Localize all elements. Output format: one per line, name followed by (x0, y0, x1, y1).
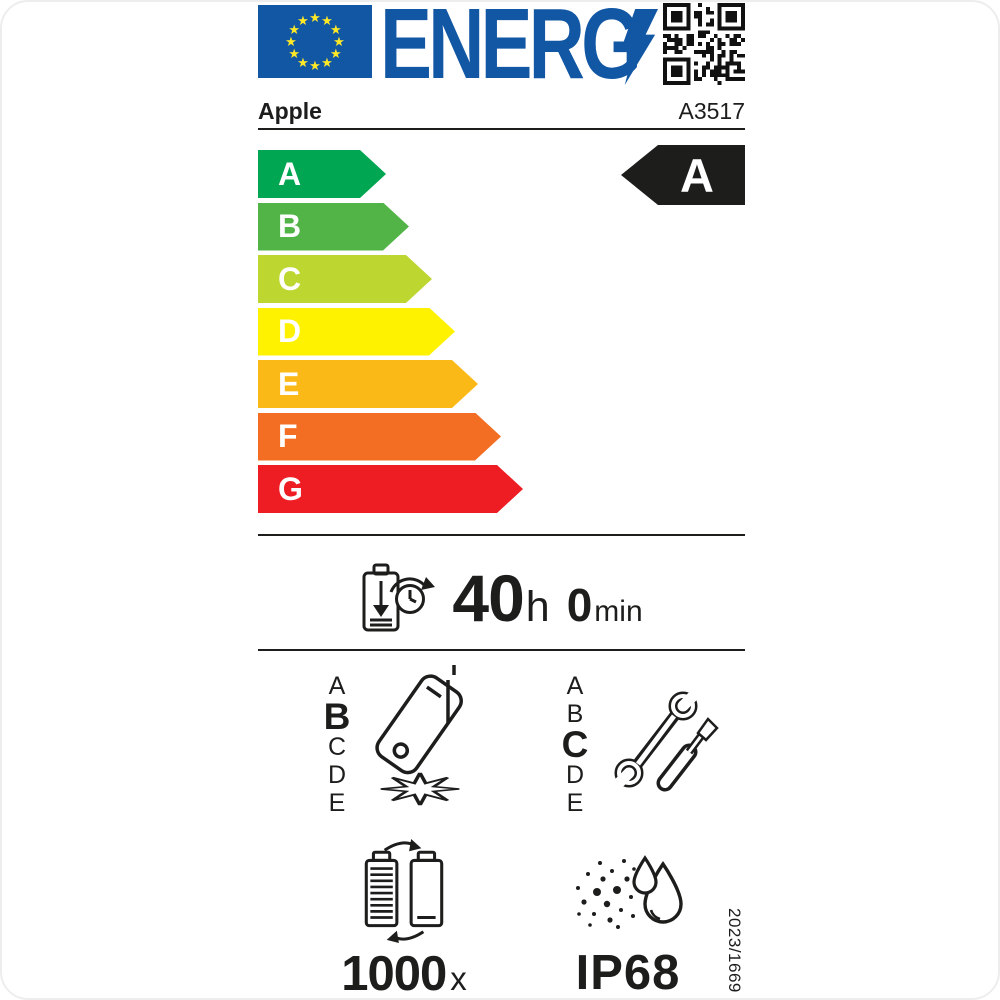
class-letter-e: E (328, 789, 346, 817)
battery-minutes-unit: min (594, 595, 643, 628)
battery-life-text: 40 h 0 min (452, 560, 642, 636)
battery-cycle-icon (364, 839, 444, 943)
class-letter-b: B (566, 700, 584, 728)
dust-water-drop-icon (575, 855, 683, 929)
battery-cycles-unit: x (450, 960, 467, 997)
wrench-screwdriver-icon (608, 685, 719, 794)
battery-hours-unit: h (525, 583, 550, 631)
brand-row: Apple A3517 (258, 98, 745, 130)
scale-arrow-b: B (258, 203, 409, 251)
energy-logo-text: ENERG (380, 0, 642, 100)
scale-arrow-a: A (258, 150, 386, 198)
energy-logo: ENERG (380, 0, 711, 100)
class-letter-a: A (566, 672, 584, 700)
rating-indicator-letter: A (680, 148, 714, 202)
svg-text:★: ★ (309, 59, 321, 74)
svg-text:★: ★ (309, 11, 321, 26)
svg-text:★: ★ (321, 56, 333, 71)
scale-arrow-e: E (258, 360, 478, 408)
svg-text:★: ★ (288, 47, 300, 62)
battery-life-section: 40 h 0 min (258, 550, 745, 646)
scale-arrow-letter: F (278, 418, 298, 454)
svg-text:★: ★ (288, 23, 300, 38)
scale-arrow-d: D (258, 308, 455, 356)
qr-code (663, 3, 745, 85)
brand-name: Apple (258, 98, 322, 124)
battery-cycles-text: 1000 x (341, 946, 467, 1000)
battery-cycles-value: 1000 (341, 947, 447, 1000)
svg-text:★: ★ (297, 56, 309, 71)
separator (258, 649, 745, 651)
scale-arrow-letter: A (278, 155, 302, 192)
rating-indicator: A (621, 145, 745, 205)
class-letter-c-rated: C (561, 724, 589, 765)
eu-flag: ★ ★★ ★★★ ★★★ ★★★ (258, 5, 372, 78)
scale-arrow-letter: G (278, 470, 303, 507)
scale-arrow-letter: E (278, 365, 300, 402)
scale-arrow-c: C (258, 255, 432, 303)
battery-cycles-section: 1000 x (306, 838, 502, 1000)
class-letter-d: D (565, 761, 585, 789)
svg-text:★: ★ (333, 35, 345, 50)
model-number: A3517 (678, 98, 745, 124)
scale-arrow-letter: C (278, 260, 302, 297)
label-header: ★ ★ ★ ★ ★ ★ ★ ★ ★ ★ ★ ★ ENERG (258, 0, 745, 100)
class-letter-e: E (566, 789, 584, 817)
battery-minutes: 0 (566, 579, 593, 631)
svg-text:★: ★ (330, 23, 342, 38)
class-letter-a: A (328, 672, 346, 700)
scale-arrow-letter: D (278, 313, 302, 349)
class-letter-b-rated: B (323, 696, 351, 737)
ip-rating-section: IP68 (550, 850, 706, 1000)
svg-text:★: ★ (330, 47, 342, 62)
scale-arrow-letter: B (278, 208, 302, 244)
phone-drop-icon (375, 665, 463, 806)
svg-text:★: ★ (321, 14, 333, 29)
separator (258, 534, 745, 536)
scale-arrow-f: F (258, 413, 501, 461)
class-letter-c: C (327, 733, 347, 761)
class-letter-d: D (327, 761, 347, 789)
scale-arrow-g: G (258, 465, 523, 513)
ip-rating-value: IP68 (575, 946, 681, 1000)
battery-hours: 40 (452, 561, 524, 635)
battery-discharge-clock-icon (362, 563, 436, 632)
regulation-number: 2023/1669 (725, 908, 744, 993)
lightning-bolt-icon (622, 9, 658, 85)
svg-text:★: ★ (285, 35, 297, 50)
svg-text:★: ★ (297, 14, 309, 29)
